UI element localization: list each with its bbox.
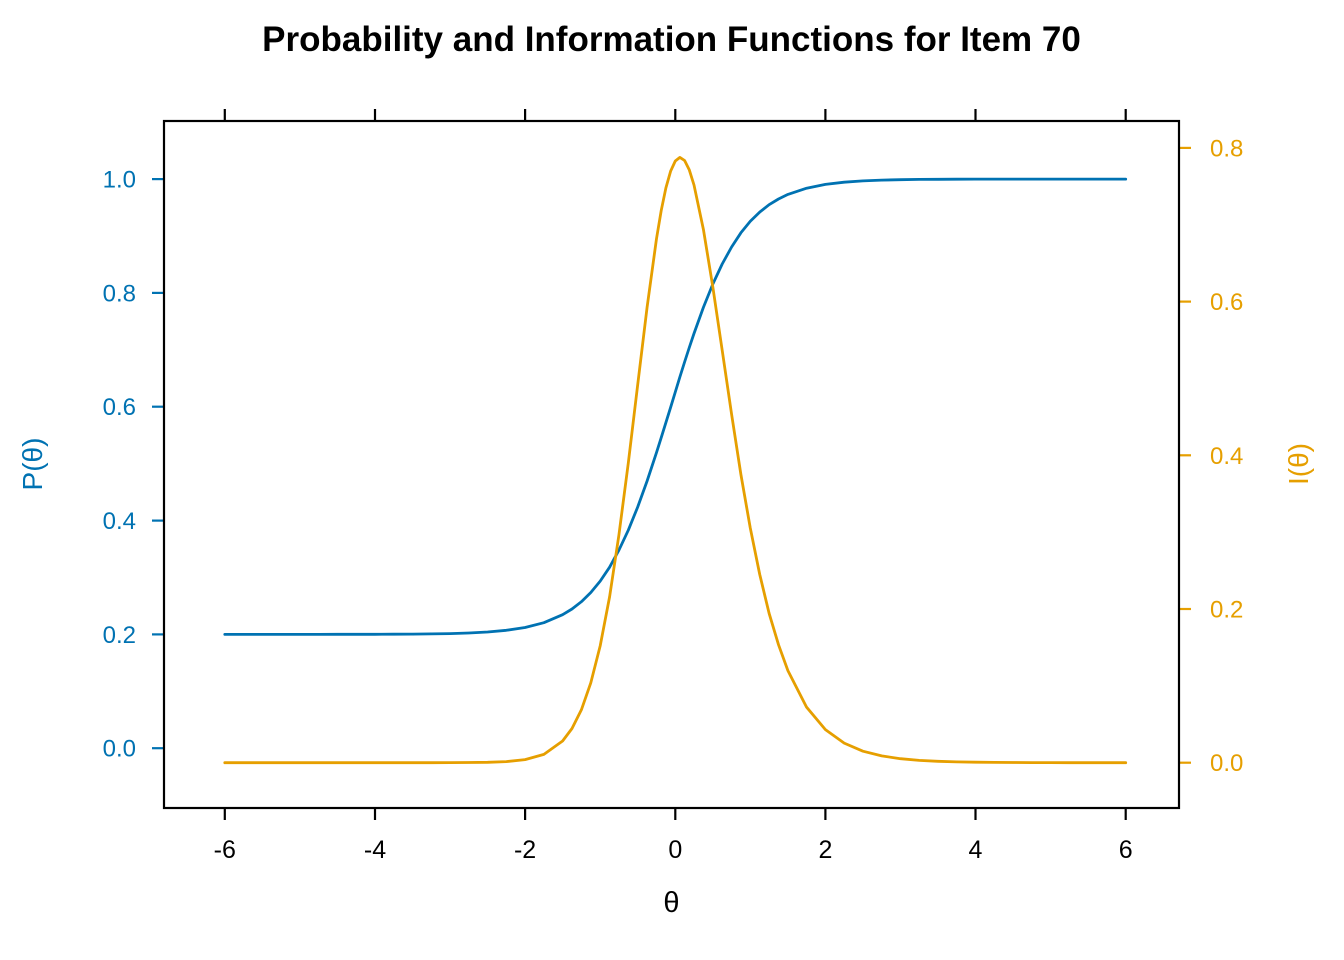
right-tick-label: 0.4 [1210, 443, 1243, 470]
right-axis: 0.0 0.2 0.4 0.6 0.8 [1179, 135, 1243, 777]
information-curve [223, 156, 1128, 765]
x-tick-label: -6 [214, 836, 236, 864]
left-tick-label: 0.8 [103, 280, 136, 307]
left-tick-label: 0.6 [103, 394, 136, 421]
right-tick-label: 0.0 [1210, 750, 1243, 777]
x-tick-label: 2 [818, 836, 832, 864]
x-axis-label: θ [663, 887, 679, 919]
chart-title: Probability and Information Functions fo… [262, 20, 1081, 59]
left-tick-label: 0.2 [103, 622, 136, 649]
x-tick-label: 0 [668, 836, 682, 864]
probability-curve [223, 177, 1128, 636]
left-tick-label: 1.0 [103, 167, 136, 194]
x-tick-label: 4 [969, 836, 983, 864]
x-tick-label: -2 [514, 836, 536, 864]
left-axis-label: P(θ) [17, 438, 48, 491]
right-tick-label: 0.8 [1210, 135, 1243, 162]
plot-box [162, 119, 1181, 810]
x-tick-label: 6 [1119, 836, 1133, 864]
x-axis-bottom: -6 -4 -2 0 2 4 6 [214, 808, 1133, 864]
right-axis-label: I(θ) [1283, 443, 1314, 485]
left-tick-label: 0.0 [103, 736, 136, 763]
x-axis-top-ticks [223, 109, 1127, 121]
x-tick-label: -4 [364, 836, 386, 864]
right-tick-label: 0.2 [1210, 597, 1243, 624]
left-axis: 0.0 0.2 0.4 0.6 0.8 1.0 [103, 167, 164, 763]
right-tick-label: 0.6 [1210, 289, 1243, 316]
left-tick-label: 0.4 [103, 508, 136, 535]
